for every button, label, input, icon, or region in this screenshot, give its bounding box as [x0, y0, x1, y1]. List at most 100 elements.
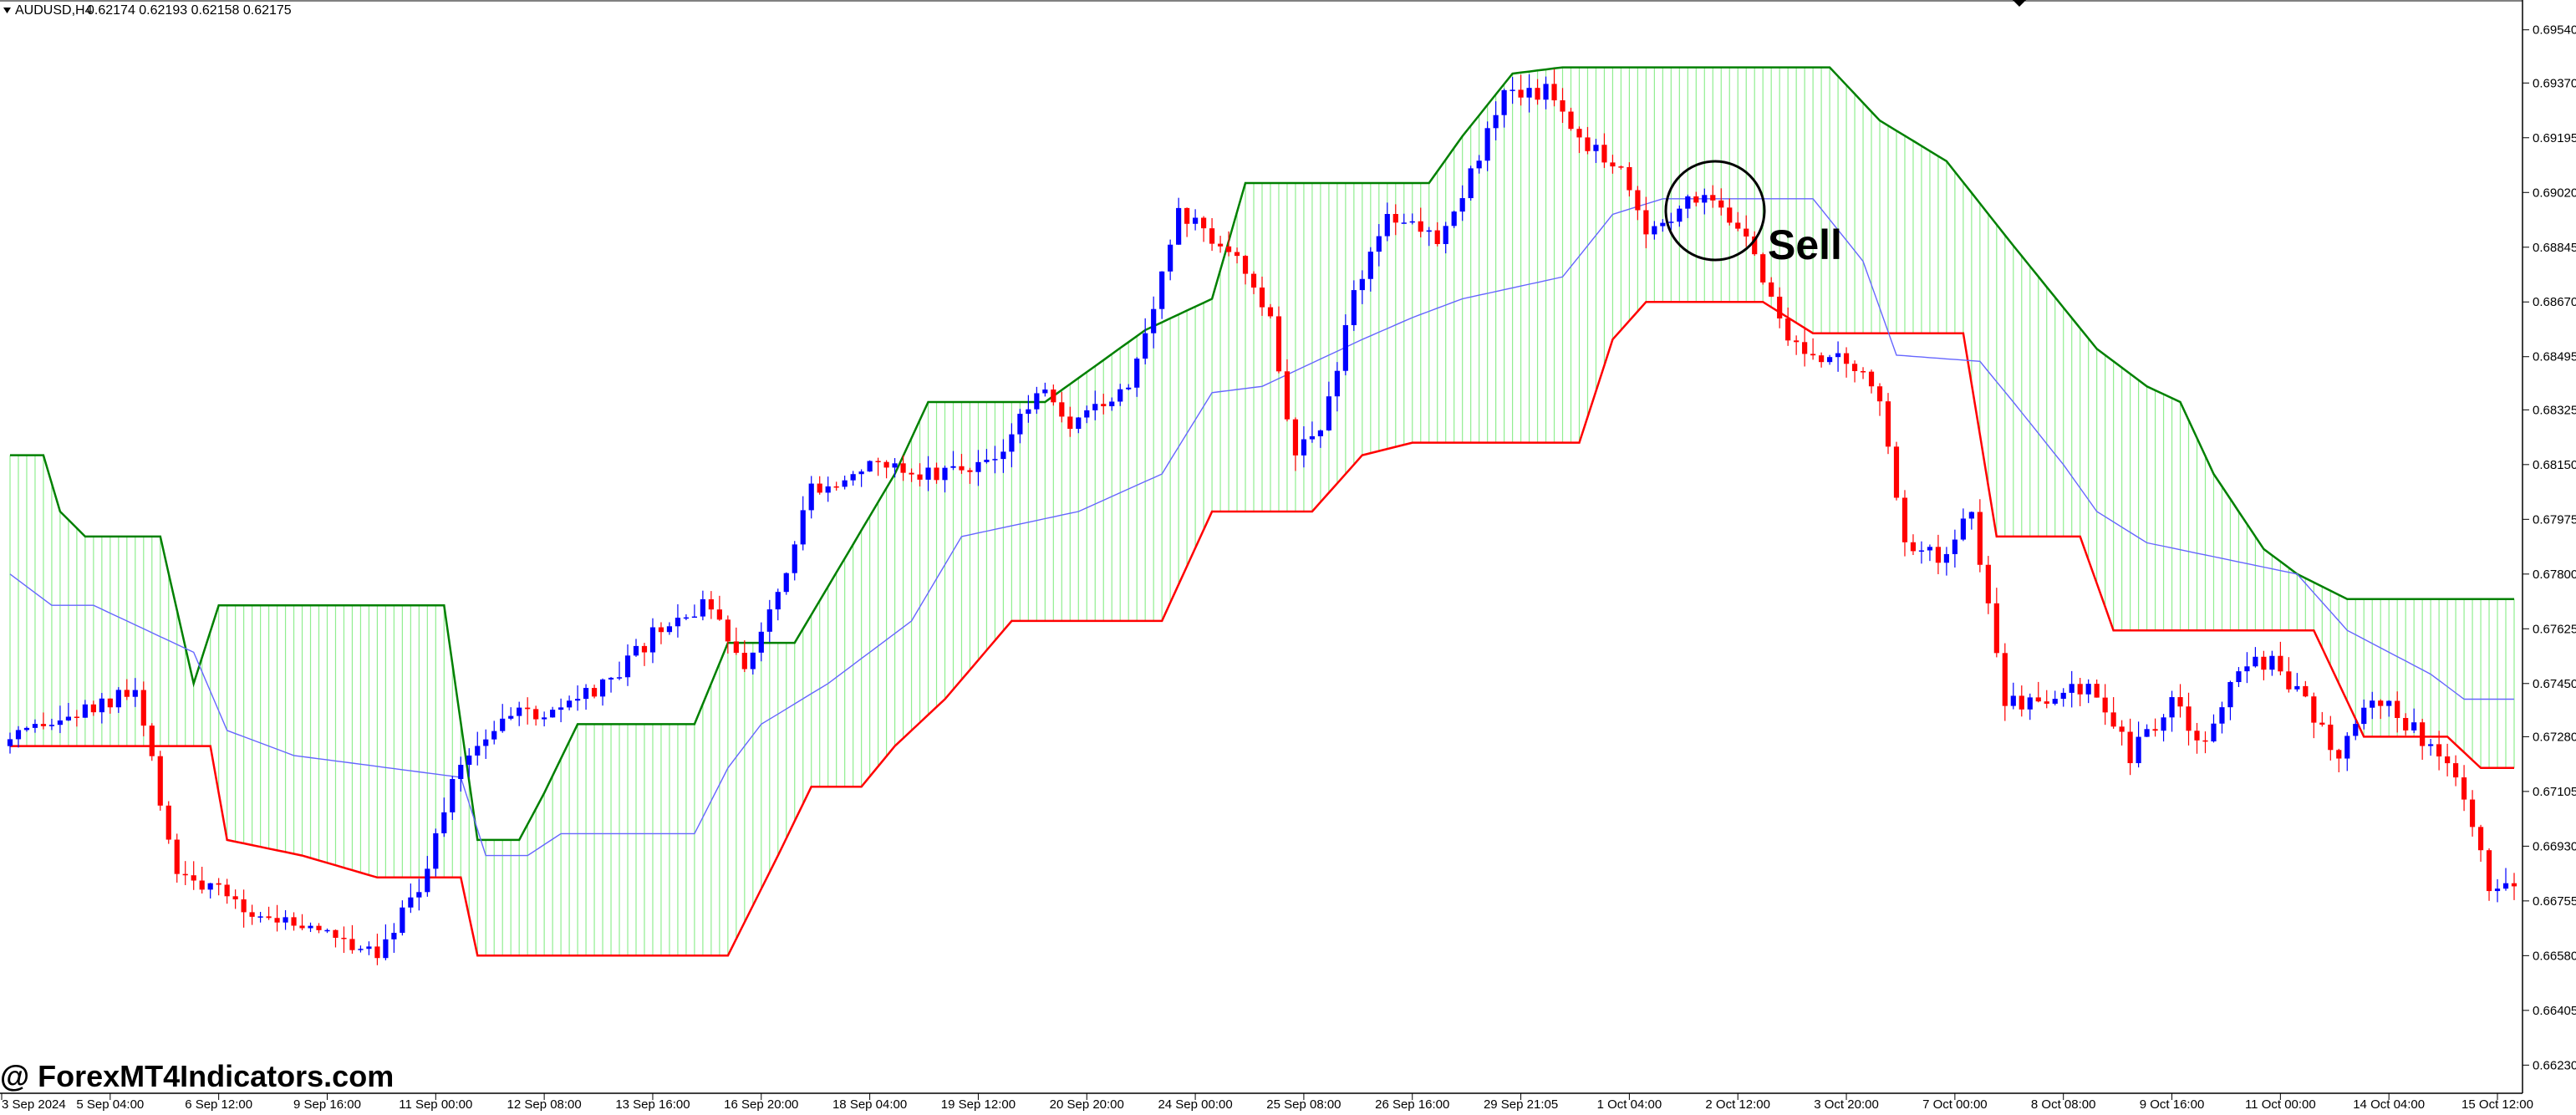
candle-bull [1117, 389, 1123, 402]
candle-bear [249, 912, 255, 917]
candle-bull [1000, 451, 1006, 460]
candle-bear [2102, 697, 2108, 713]
candle-bear [1794, 340, 1800, 343]
candle-bull [1017, 414, 1023, 435]
x-tick-label: 18 Sep 04:00 [832, 1097, 907, 1111]
candle-bull [775, 592, 781, 610]
candle-bear [917, 474, 923, 480]
candle-bear [1810, 354, 1816, 356]
candle-bull [32, 724, 38, 728]
candle-bull [65, 716, 72, 720]
candle-bear [2152, 729, 2158, 731]
candle-bear [1200, 217, 1207, 229]
candle-bear [2336, 750, 2342, 759]
y-tick-label: 0.69195 [2533, 131, 2576, 145]
candle-bear [2278, 655, 2283, 672]
y-tick-label: 0.68670 [2533, 295, 2576, 309]
candle-bull [1835, 353, 1841, 358]
candle-bull [599, 679, 606, 697]
candle-bull [383, 939, 389, 959]
candle-bear [1860, 370, 1866, 373]
x-tick-label: 26 Sep 16:00 [1375, 1097, 1449, 1111]
y-tick-label: 0.68150 [2533, 458, 2576, 472]
candle-bull [2502, 883, 2509, 889]
candle-bear [1868, 371, 1875, 387]
candle-bull [1034, 393, 1040, 410]
candle-bull [15, 730, 22, 740]
candle-bull [1509, 89, 1515, 91]
candle-bull [2136, 736, 2141, 764]
candle-bear [216, 883, 221, 885]
candle-bear [1184, 207, 1190, 224]
x-tick-label: 3 Sep 2024 [2, 1097, 66, 1111]
candle-bull [2428, 744, 2434, 746]
candle-bull [1084, 410, 1090, 418]
candle-bear [149, 726, 155, 756]
x-tick-label: 11 Sep 00:00 [399, 1097, 472, 1111]
candle-bear [1051, 389, 1056, 403]
y-tick-label: 0.66930 [2533, 839, 2576, 853]
candle-bull [2244, 666, 2250, 672]
candle-bear [174, 839, 180, 874]
candle-bear [2127, 731, 2133, 764]
candle-bear [299, 925, 305, 929]
candle-bull [800, 510, 806, 545]
candle-bull [2494, 888, 2501, 892]
candle-bear [2119, 726, 2125, 732]
candlesticks [7, 69, 2517, 965]
candle-bull [23, 727, 30, 731]
candle-bear [1434, 230, 1440, 244]
x-tick-label: 14 Oct 04:00 [2353, 1097, 2425, 1111]
site-watermark: @ ForexMT4Indicators.com [0, 1059, 394, 1093]
x-tick-label: 5 Sep 04:00 [76, 1097, 144, 1111]
candle-bear [1693, 196, 1699, 203]
candle-bear [2303, 685, 2309, 697]
candle-bull [1159, 271, 1165, 309]
candle-bear [1802, 342, 1808, 354]
y-tick-label: 0.67800 [2533, 568, 2576, 582]
candle-bull [257, 916, 263, 918]
candle-bear [2019, 695, 2024, 710]
candle-bear [1819, 355, 1825, 363]
candle-bull [366, 946, 372, 950]
candle-bull [2052, 699, 2058, 704]
candle-bear [1225, 246, 1232, 252]
candle-bull [758, 631, 764, 653]
candle-bull [624, 655, 631, 678]
candle-bull [1943, 553, 1950, 563]
y-tick-label: 0.69540 [2533, 23, 2576, 38]
candle-bear [1876, 386, 1883, 402]
candle-bull [1359, 278, 1365, 291]
candle-bull [400, 907, 405, 934]
y-tick-label: 0.66230 [2533, 1058, 2576, 1072]
y-tick-label: 0.67625 [2533, 622, 2576, 636]
candle-bear [140, 690, 146, 726]
candle-bear [316, 925, 322, 930]
candle-bear [725, 619, 731, 642]
candle-bear [157, 756, 163, 806]
candle-bear [1985, 564, 1991, 603]
candle-bear [967, 470, 973, 472]
candle-bear [2202, 740, 2208, 742]
candle-bull [1702, 195, 1708, 203]
candle-bull [1968, 512, 1974, 519]
candle-bear [1735, 222, 1741, 229]
candle-bull [808, 483, 814, 511]
candle-bull [458, 765, 464, 780]
candle-bull [1301, 439, 1307, 456]
candle-bull [1526, 88, 1532, 98]
candle-bull [500, 718, 506, 731]
candle-bull [616, 677, 623, 679]
x-tick-label: 1 Oct 04:00 [1597, 1097, 1662, 1111]
candle-bear [1518, 89, 1524, 98]
dropdown-triangle-icon[interactable] [3, 8, 11, 13]
candle-bull [1468, 168, 1474, 199]
candle-bull [700, 598, 705, 617]
candle-bull [115, 690, 121, 708]
candle-bear [74, 716, 79, 718]
candle-bear [333, 929, 339, 938]
candle-bear [199, 880, 205, 890]
candle-bear [40, 724, 47, 726]
